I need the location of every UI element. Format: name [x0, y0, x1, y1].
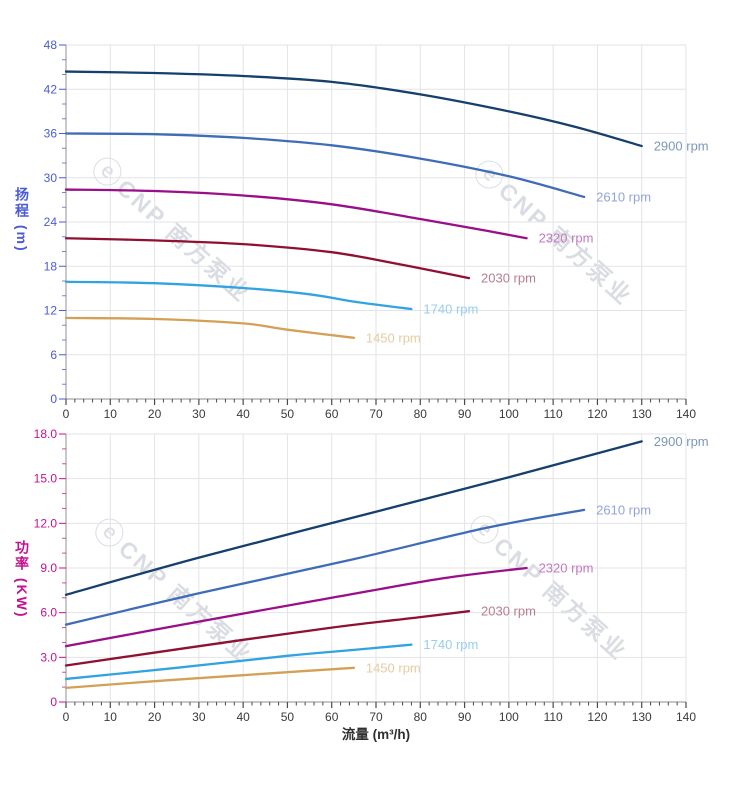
- x-tick-label: 130: [632, 710, 652, 724]
- power-flow-chart: 0 10 20 30 40 50 60 70 80 90 100 110 120 130 140 0 3.0 6.…: [34, 427, 709, 724]
- curve-1450-rpm: [64, 316, 356, 339]
- series-label-2900-rpm: 2900 rpm: [654, 139, 709, 154]
- curve-2900-rpm: [64, 70, 643, 148]
- head-axis-title: 扬程 (m): [14, 187, 30, 253]
- x-axis: 0 10 20 30 40 50 60 70 80 90 100 110 120 130 140: [63, 399, 696, 421]
- y-tick-label: 15.0: [34, 472, 58, 486]
- series-label-2320-rpm: 2320 rpm: [539, 561, 594, 576]
- x-tick-label: 130: [632, 407, 652, 421]
- x-tick-label: 120: [587, 407, 607, 421]
- x-tick-label: 90: [458, 407, 472, 421]
- x-tick-label: 10: [104, 407, 118, 421]
- x-tick-label: 20: [148, 407, 162, 421]
- x-tick-label: 120: [587, 710, 607, 724]
- series-label-2610-rpm: 2610 rpm: [596, 502, 651, 517]
- x-tick-label: 70: [369, 710, 383, 724]
- x-axis-title: 流量 (m³/h): [341, 727, 411, 742]
- x-tick-label: 90: [458, 710, 472, 724]
- series-label-2320-rpm: 2320 rpm: [539, 231, 594, 246]
- curve-2030-rpm: [64, 610, 471, 667]
- curve-2900-rpm: [64, 440, 643, 596]
- x-tick-label: 30: [192, 710, 206, 724]
- y-tick-label: 0: [50, 695, 57, 709]
- y-axis: 0 6 12 18 24 30 36 42 48: [44, 38, 66, 406]
- x-tick-label: 40: [236, 407, 250, 421]
- x-tick-label: 0: [63, 710, 70, 724]
- y-tick-label: 18.0: [34, 427, 58, 441]
- y-tick-label: 18: [44, 259, 58, 273]
- x-tick-label: 0: [63, 407, 70, 421]
- y-tick-label: 24: [44, 215, 58, 229]
- x-tick-label: 80: [414, 710, 428, 724]
- x-tick-label: 110: [544, 407, 563, 421]
- y-tick-label: 3.0: [40, 650, 57, 664]
- x-tick-label: 80: [414, 407, 428, 421]
- x-axis: 0 10 20 30 40 50 60 70 80 90 100 110 120 130 140: [63, 702, 696, 724]
- y-tick-label: 0: [50, 392, 57, 406]
- x-tick-label: 60: [325, 407, 339, 421]
- x-tick-label: 140: [676, 407, 696, 421]
- series-label-1450-rpm: 1450 rpm: [366, 330, 421, 345]
- series-label-2030-rpm: 2030 rpm: [481, 604, 536, 619]
- curve-2610-rpm: [64, 132, 586, 199]
- x-tick-label: 100: [499, 407, 519, 421]
- y-tick-label: 12.0: [34, 516, 58, 530]
- series-label-2610-rpm: 2610 rpm: [596, 189, 651, 204]
- y-axis: 0 3.0 6.0 9.0 12.0 15.0 18.0: [34, 427, 66, 709]
- series-label-1450-rpm: 1450 rpm: [366, 660, 421, 675]
- x-tick-label: 100: [499, 710, 519, 724]
- x-tick-label: 70: [369, 407, 383, 421]
- x-tick-label: 60: [325, 710, 339, 724]
- y-tick-label: 12: [44, 304, 58, 318]
- y-tick-label: 6.0: [40, 606, 57, 620]
- curve-1740-rpm: [64, 643, 413, 681]
- curve-2030-rpm: [64, 237, 471, 280]
- curve-2320-rpm: [64, 566, 528, 648]
- y-tick-label: 36: [44, 127, 58, 141]
- x-tick-label: 110: [544, 710, 563, 724]
- x-tick-label: 10: [104, 710, 118, 724]
- x-tick-label: 30: [192, 407, 206, 421]
- grid: [66, 44, 687, 399]
- curve-1740-rpm: [64, 280, 413, 311]
- x-tick-label: 50: [281, 407, 295, 421]
- y-tick-label: 42: [44, 82, 58, 96]
- curve-1450-rpm: [64, 666, 356, 690]
- x-tick-label: 140: [676, 710, 696, 724]
- y-tick-label: 48: [44, 38, 58, 52]
- y-tick-label: 6: [50, 348, 57, 362]
- x-tick-label: 40: [236, 710, 250, 724]
- y-tick-label: 30: [44, 171, 58, 185]
- series-label-2900-rpm: 2900 rpm: [654, 434, 709, 449]
- curve-2610-rpm: [64, 508, 586, 626]
- series-label-2030-rpm: 2030 rpm: [481, 271, 536, 286]
- power-axis-title: 功率 (KW): [14, 540, 30, 619]
- curve-2320-rpm: [64, 188, 528, 240]
- grid: [66, 433, 687, 702]
- head-flow-chart: 0 10 20 30 40 50 60 70 80 90 100 110 120 130 140 0 6 12 18…: [44, 38, 709, 421]
- series-label-1740-rpm: 1740 rpm: [423, 637, 478, 652]
- y-tick-label: 9.0: [40, 561, 57, 575]
- x-tick-label: 20: [148, 710, 162, 724]
- series-label-1740-rpm: 1740 rpm: [423, 302, 478, 317]
- x-tick-label: 50: [281, 710, 295, 724]
